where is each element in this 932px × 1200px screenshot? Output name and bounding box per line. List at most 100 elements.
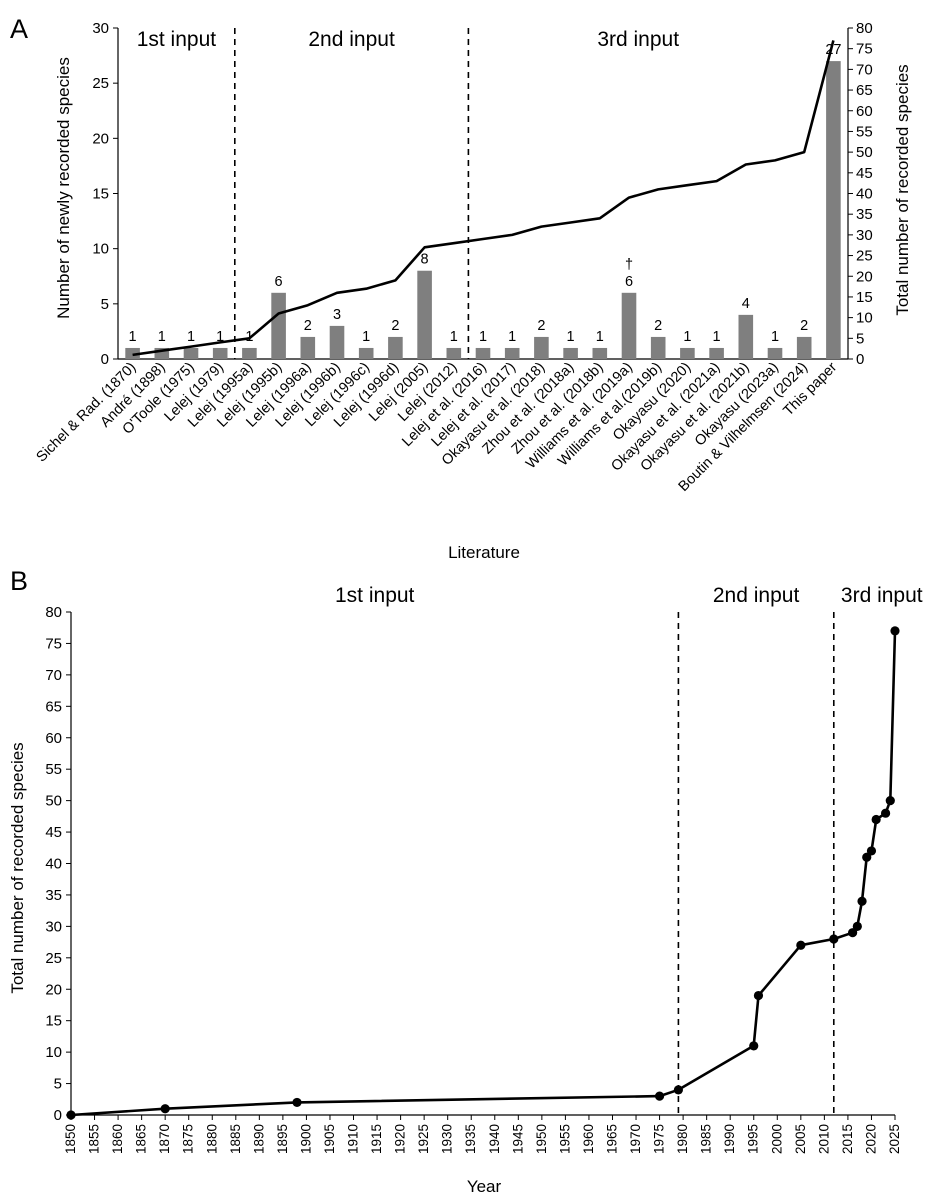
panel-a-right-tick-label: 60 — [856, 103, 873, 120]
panel-b-data-point — [753, 990, 764, 1001]
panel-a-bar — [125, 347, 140, 359]
panel-b-y-tick-label: 55 — [45, 761, 62, 778]
panel-b-x-tick-label: 2015 — [840, 1124, 855, 1154]
panel-b-x-tick-label: 1910 — [346, 1124, 361, 1154]
panel-a-left-tick-label: 20 — [92, 130, 109, 147]
panel-a-right-tick-label: 10 — [856, 310, 873, 327]
panel-b-x-tick-label: 1895 — [275, 1124, 290, 1154]
panel-a-bar — [563, 347, 578, 359]
panel-b-x-tick-label: 1960 — [581, 1124, 596, 1154]
panel-b-data-point — [848, 928, 858, 938]
panel-b-axes — [70, 612, 895, 1116]
panel-b-x-tick-label: 1935 — [463, 1124, 478, 1154]
panel-b-y-ticks: 0 5 10 15 20 25 30 35 40 45 50 55 60 65 70 75 80 — [45, 604, 71, 1124]
panel-a-data-label: 2 — [391, 318, 399, 334]
panel-b-markers — [66, 626, 900, 1120]
panel-a-right-y-ticks: 0 5 10 15 20 25 30 35 40 45 50 55 60 65 70 75 80 — [848, 20, 873, 368]
panel-a-right-tick-label: 45 — [856, 165, 873, 182]
panel-a-right-tick-label: 50 — [856, 144, 873, 161]
panel-a-data-label: 1 — [216, 329, 224, 345]
panel-b-data-point — [862, 852, 872, 862]
panel-a-right-tick-label: 30 — [856, 227, 873, 244]
panel-a-right-tick-label: 20 — [856, 268, 873, 285]
panel-b-x-tick-label: 1865 — [134, 1124, 149, 1154]
panel-b-dividers — [677, 612, 835, 1115]
panel-a-data-label: 2 — [800, 318, 808, 334]
panel-b-x-tick-label: 1990 — [722, 1124, 737, 1154]
panel-b-y-tick-label: 80 — [45, 604, 62, 621]
panel-a-left-y-ticks: 0 5 10 15 20 25 30 — [92, 20, 118, 368]
panel-a-right-tick-label: 5 — [856, 330, 864, 347]
panel-b-x-tick-label: 1920 — [393, 1124, 408, 1154]
panel-b-x-axis-label: Year — [467, 1177, 502, 1196]
panel-b-y-tick-label: 20 — [45, 981, 62, 998]
panel-b-y-tick-label: 45 — [45, 824, 62, 841]
panel-a-bar — [388, 336, 403, 359]
panel-b-region-label: 2nd input — [713, 584, 800, 607]
panel-b-x-tick-label: 1850 — [63, 1124, 78, 1154]
panel-a-region-labels: 1st input 2nd input 3rd input — [137, 28, 680, 51]
panel-a-letter: A — [10, 14, 28, 44]
panel-b-x-tick-label: 1905 — [322, 1124, 337, 1154]
panel-a-region-label: 3rd input — [597, 28, 679, 51]
panel-b-x-tick-label: 2000 — [769, 1124, 784, 1154]
panel-a-data-label: 1 — [187, 329, 195, 345]
panel-b-x-tick-label: 1900 — [298, 1124, 313, 1154]
panel-a-bar — [709, 347, 724, 359]
panel-a-region-label: 2nd input — [308, 28, 395, 51]
panel-b-region-labels: 1st input 2nd input 3rd input — [335, 584, 923, 607]
panel-a-data-label: 4 — [742, 296, 750, 312]
panel-b-x-tick-label: 1950 — [534, 1124, 549, 1154]
panel-a-left-tick-label: 10 — [92, 241, 109, 258]
panel-b-y-tick-label: 75 — [45, 635, 62, 652]
panel-b-y-tick-label: 60 — [45, 730, 62, 747]
panel-a-region-label: 1st input — [137, 28, 217, 51]
panel-b-x-ticks: 1850 1855 1860 1865 1870 1875 1880 1885 1890 1895… — [63, 1115, 902, 1154]
panel-a-bars — [125, 61, 841, 359]
panel-a-x-axis-label: Literature — [448, 543, 520, 562]
panel-a-right-tick-label: 65 — [856, 82, 873, 99]
panel-a-left-tick-label: 5 — [101, 296, 109, 313]
panel-a-right-tick-label: 75 — [856, 41, 873, 58]
panel-a-bar — [680, 347, 695, 359]
panel-a-data-label: 1 — [158, 329, 166, 345]
panel-b-data-point — [160, 1104, 170, 1114]
panel-a-cumulative-line-path — [132, 40, 835, 357]
panel-a-bar — [826, 61, 841, 359]
panel-a-cumulative-line — [132, 40, 835, 357]
panel-a-data-label: 1 — [508, 329, 516, 345]
panel-b-x-tick-label: 1970 — [628, 1124, 643, 1154]
panel-b-x-tick-label: 1985 — [699, 1124, 714, 1154]
panel-a-bar — [358, 347, 374, 359]
panel-b-x-tick-label: 1980 — [675, 1124, 690, 1154]
panel-a-right-tick-label: 25 — [856, 248, 873, 265]
panel-a-data-label: 1 — [771, 329, 779, 345]
panel-b-data-point — [852, 921, 862, 931]
panel-a-data-label: 6 — [275, 274, 283, 290]
panel-b-x-tick-label: 1885 — [228, 1124, 243, 1154]
panel-b-y-tick-label: 65 — [45, 698, 62, 715]
panel-b-data-point — [890, 626, 900, 636]
panel-a-left-tick-label: 25 — [92, 75, 109, 92]
panel-b-data-point — [66, 1110, 76, 1120]
panel-a-axes — [117, 28, 849, 360]
panel-a-data-label: 6 — [625, 274, 633, 290]
panel-a-bar — [271, 292, 286, 359]
panel-b-x-tick-label: 1965 — [604, 1124, 619, 1154]
panel-a-data-label: 1 — [450, 329, 458, 345]
panel-b-x-tick-label: 2010 — [816, 1124, 831, 1154]
panel-a-dividers — [234, 28, 470, 359]
panel-b-y-tick-label: 35 — [45, 887, 62, 904]
panel-b-y-tick-label: 70 — [45, 667, 62, 684]
panel-a-right-tick-label: 15 — [856, 289, 873, 306]
panel-b-x-tick-label: 1855 — [87, 1124, 102, 1154]
panel-a-bar — [534, 336, 549, 359]
panel-b-x-tick-label: 1930 — [440, 1124, 455, 1154]
panel-a-data-label: 2 — [304, 318, 312, 334]
panel-a-data-label: 1 — [683, 329, 691, 345]
panel-b-x-tick-label: 1925 — [416, 1124, 431, 1154]
panel-b-region-label: 1st input — [335, 584, 415, 607]
panel-b-data-point — [866, 846, 877, 856]
panel-a-bar — [446, 347, 462, 359]
